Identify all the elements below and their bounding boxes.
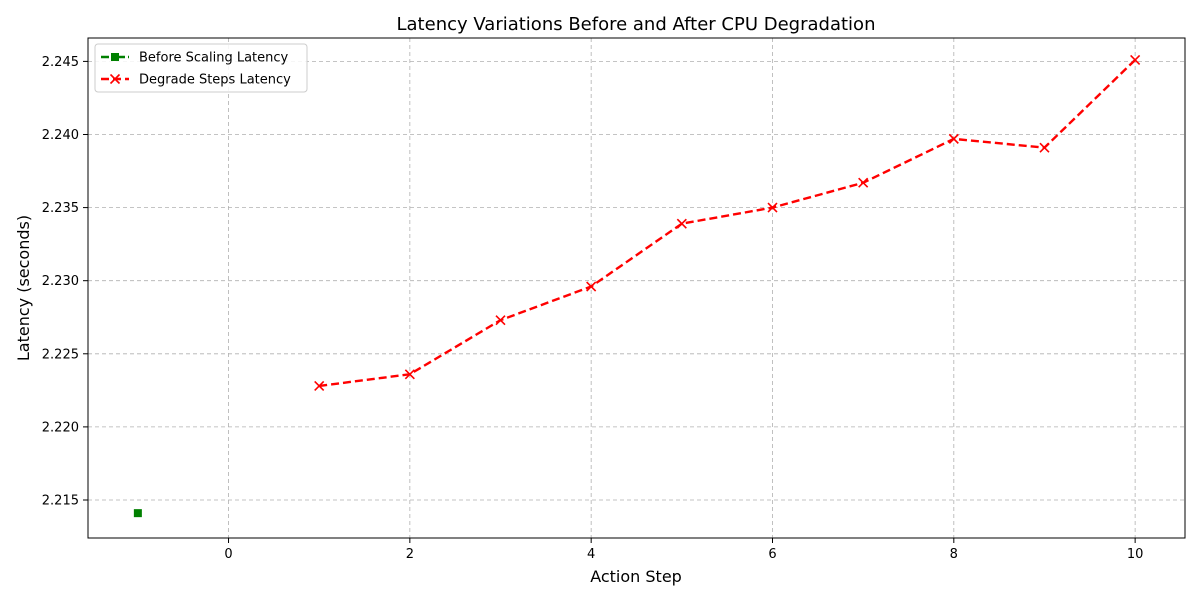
chart-title: Latency Variations Before and After CPU … <box>397 14 876 35</box>
data-point <box>404 369 415 380</box>
x-tick-label: 4 <box>587 547 595 562</box>
legend-entry: Before Scaling Latency <box>101 51 289 66</box>
y-tick-label: 2.225 <box>42 347 79 362</box>
legend-label: Degrade Steps Latency <box>139 73 291 88</box>
grid-lines <box>88 38 1185 538</box>
data-point <box>767 202 778 213</box>
series-2 <box>314 54 1141 392</box>
legend-entry: Degrade Steps Latency <box>101 73 291 88</box>
legend-label: Before Scaling Latency <box>139 51 289 66</box>
x-axis-label: Action Step <box>590 567 682 586</box>
data-point <box>495 315 506 326</box>
data-point <box>133 509 142 518</box>
data-point <box>676 218 687 229</box>
legend-box <box>94 43 308 93</box>
y-tick-label: 2.240 <box>42 128 79 143</box>
series-layer <box>133 54 1141 518</box>
series-line <box>319 59 1136 388</box>
data-point <box>314 380 325 392</box>
x-tick-label: 10 <box>1127 547 1144 562</box>
data-point <box>1130 54 1141 65</box>
legend-marker <box>109 73 121 85</box>
x-tick-label: 6 <box>768 547 776 562</box>
y-tick-label: 2.245 <box>42 55 79 70</box>
y-tick-label: 2.235 <box>42 201 79 216</box>
plot-frame <box>87 37 1186 539</box>
y-tick-label: 2.215 <box>42 493 79 508</box>
y-tick-label: 2.220 <box>42 420 79 435</box>
series-1 <box>133 509 142 518</box>
legend: Before Scaling Latency Degrade Steps Late… <box>94 43 308 93</box>
x-axis: 0 2 4 6 8 10 <box>224 538 1143 562</box>
data-point <box>1039 142 1050 153</box>
data-point <box>948 133 959 144</box>
y-tick-label: 2.230 <box>42 274 79 289</box>
data-point <box>858 177 869 188</box>
x-tick-label: 2 <box>406 547 414 562</box>
y-axis-label: Latency (seconds) <box>14 215 33 361</box>
data-point <box>586 281 597 292</box>
x-tick-label: 8 <box>950 547 958 562</box>
x-tick-label: 0 <box>224 547 232 562</box>
y-axis: 2.215 2.220 2.225 2.230 2.235 2.240 2.245 <box>42 55 88 508</box>
legend-marker <box>111 53 119 61</box>
